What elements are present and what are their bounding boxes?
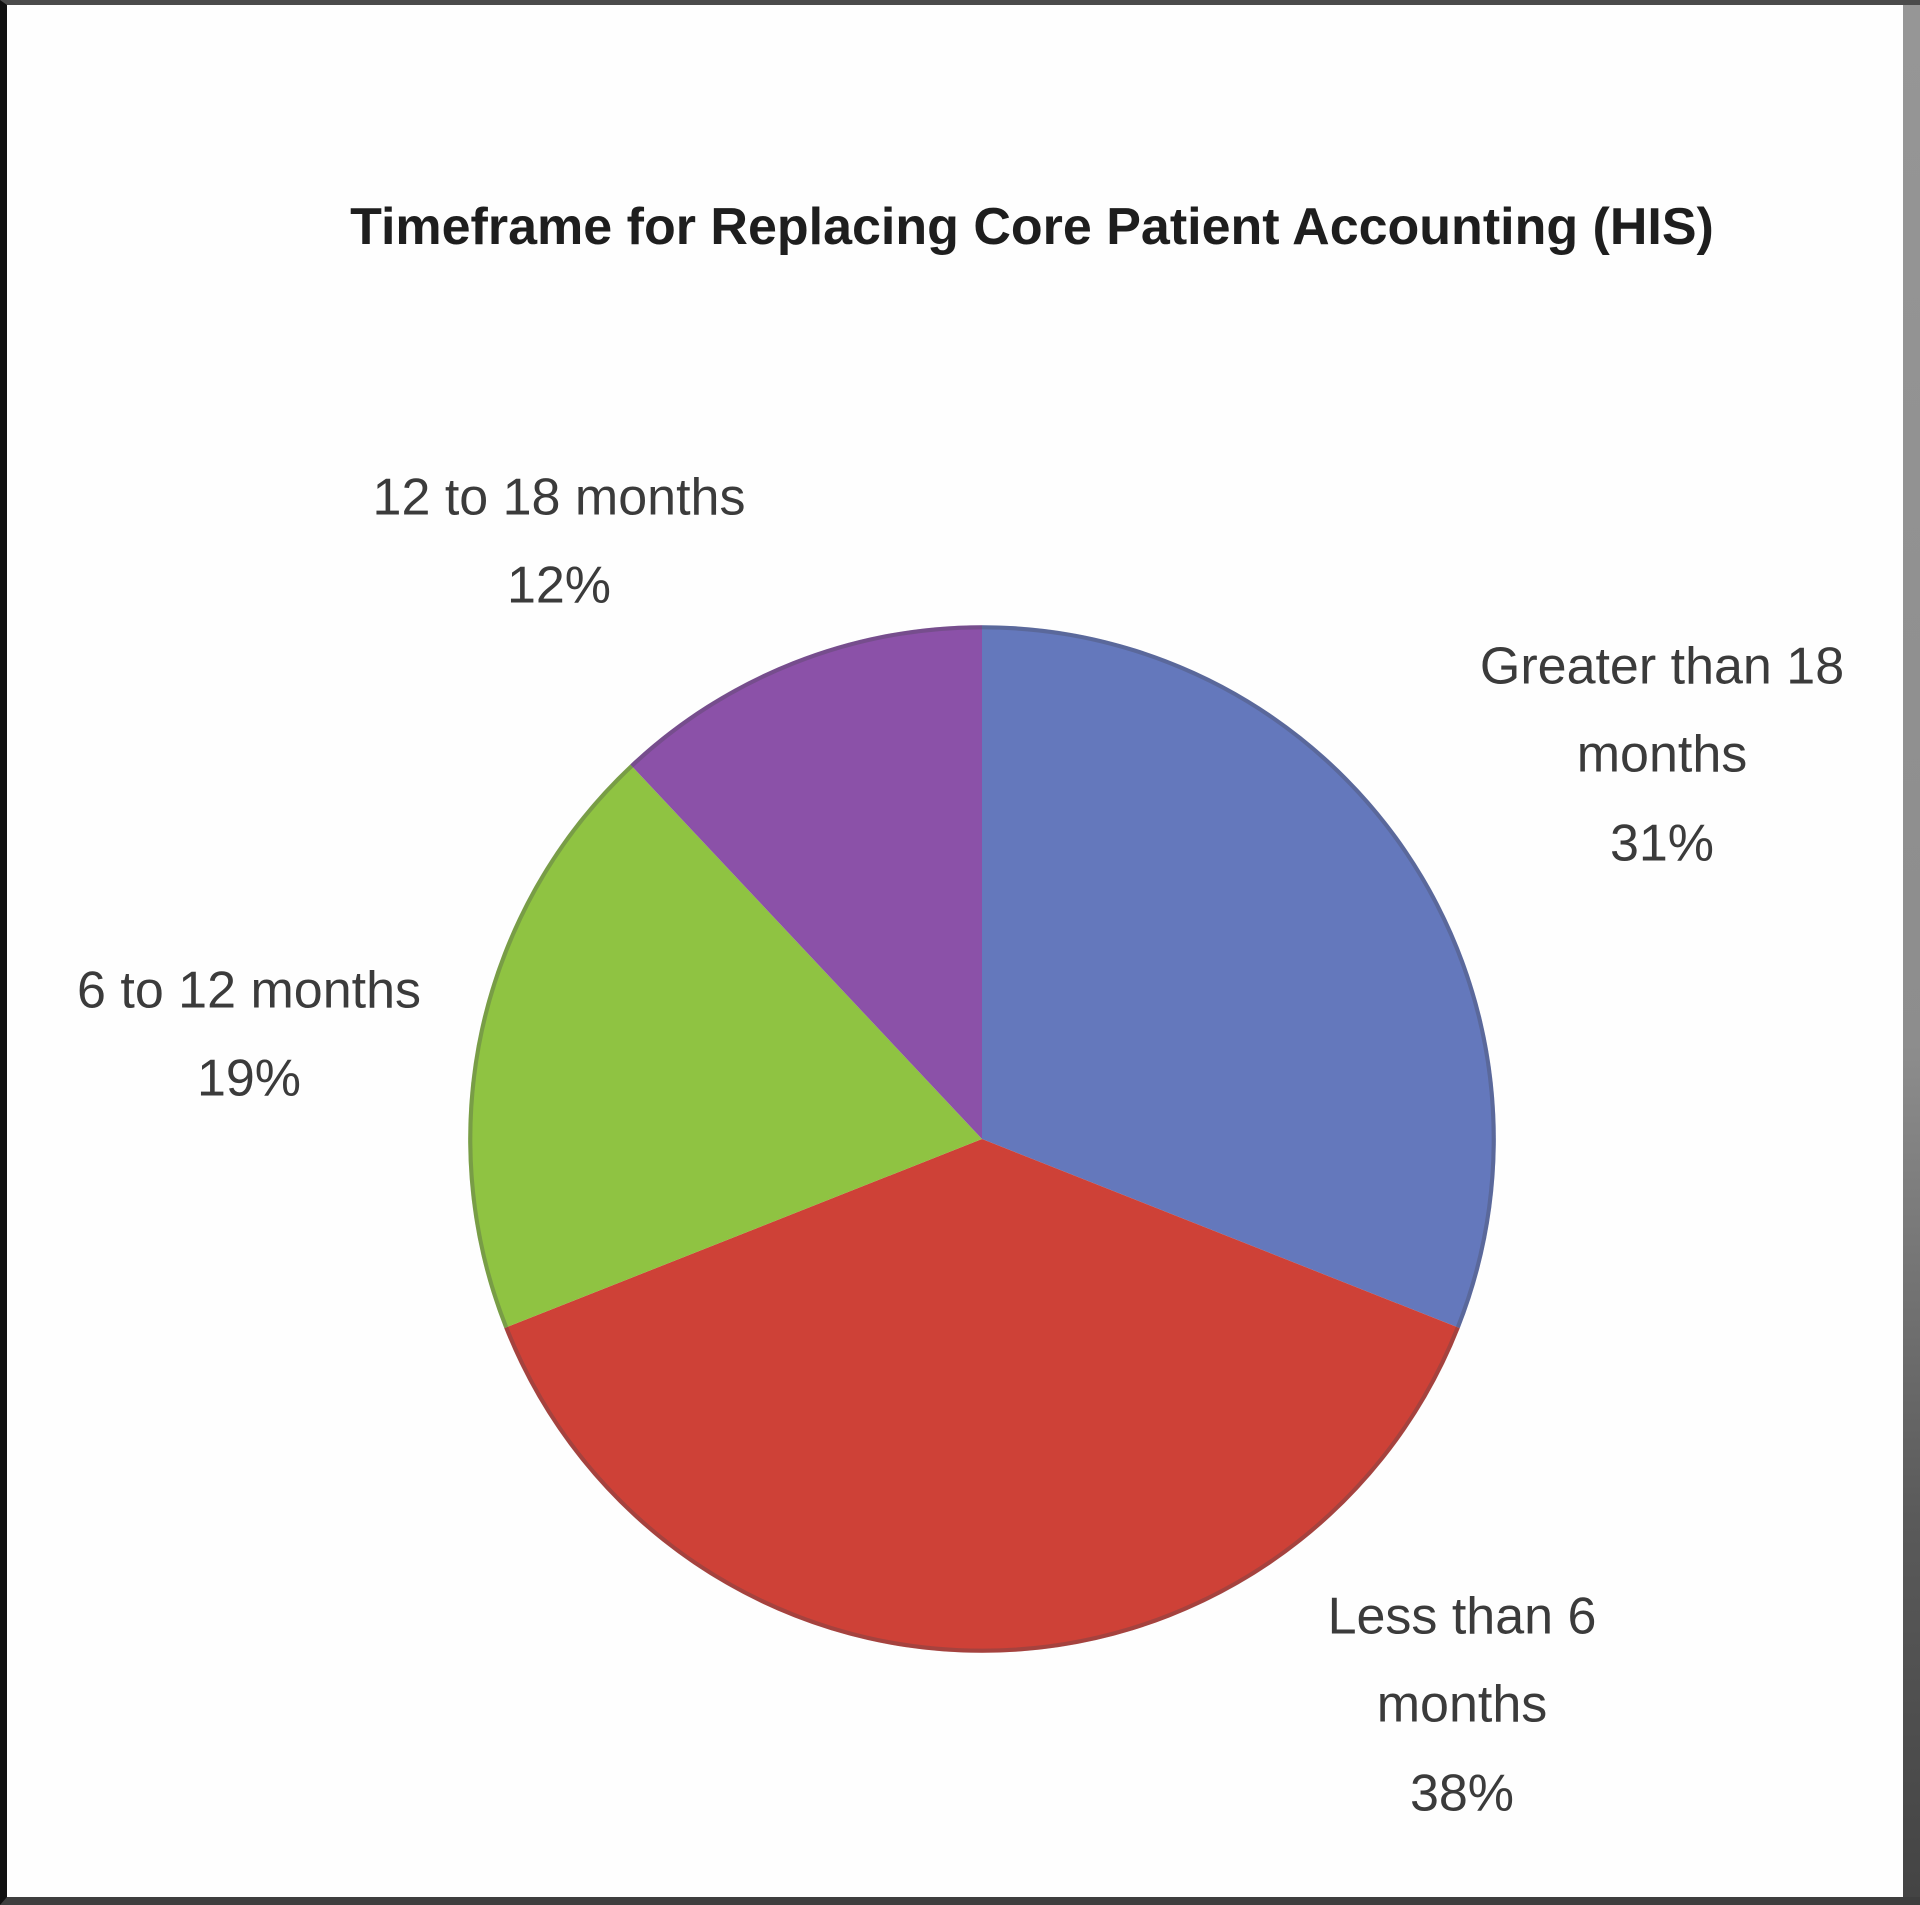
slice-label-greater-than-18-months: Greater than 18 months 31% <box>1480 622 1844 887</box>
slice-label-percent: 12% <box>506 557 612 615</box>
scrollbar[interactable] <box>1903 5 1920 1897</box>
slice-label-line: Greater than 18 <box>1479 637 1845 696</box>
pie-slice <box>468 764 982 1329</box>
slice-label-percent: 38% <box>1409 1764 1515 1823</box>
pie-slice <box>982 625 1496 1329</box>
slice-label-12-to-18-months: 12 to 18 months 12% <box>373 454 746 631</box>
pie-slice <box>630 625 982 1139</box>
slice-label-line: Less than 6 <box>1327 1587 1597 1646</box>
chart-area: Timeframe for Replacing Core Patient Acc… <box>7 5 1903 1897</box>
slice-label-percent: 31% <box>1609 814 1715 873</box>
slice-label-line: months <box>1376 1675 1548 1734</box>
slice-label-less-than-6-months: Less than 6 months 38% <box>1328 1572 1597 1837</box>
slice-label-line: months <box>1576 725 1748 784</box>
slice-label-6-to-12-months: 6 to 12 months 19% <box>77 947 421 1124</box>
slice-label-line: 6 to 12 months <box>77 961 421 1020</box>
pie-graphic <box>468 625 1496 1653</box>
chart-title: Timeframe for Replacing Core Patient Acc… <box>350 198 1714 256</box>
pie-slice <box>504 1139 1460 1653</box>
slice-label-percent: 19% <box>196 1050 302 1108</box>
slice-label-line: 12 to 18 months <box>372 468 746 527</box>
pie-outline <box>468 625 1496 1653</box>
